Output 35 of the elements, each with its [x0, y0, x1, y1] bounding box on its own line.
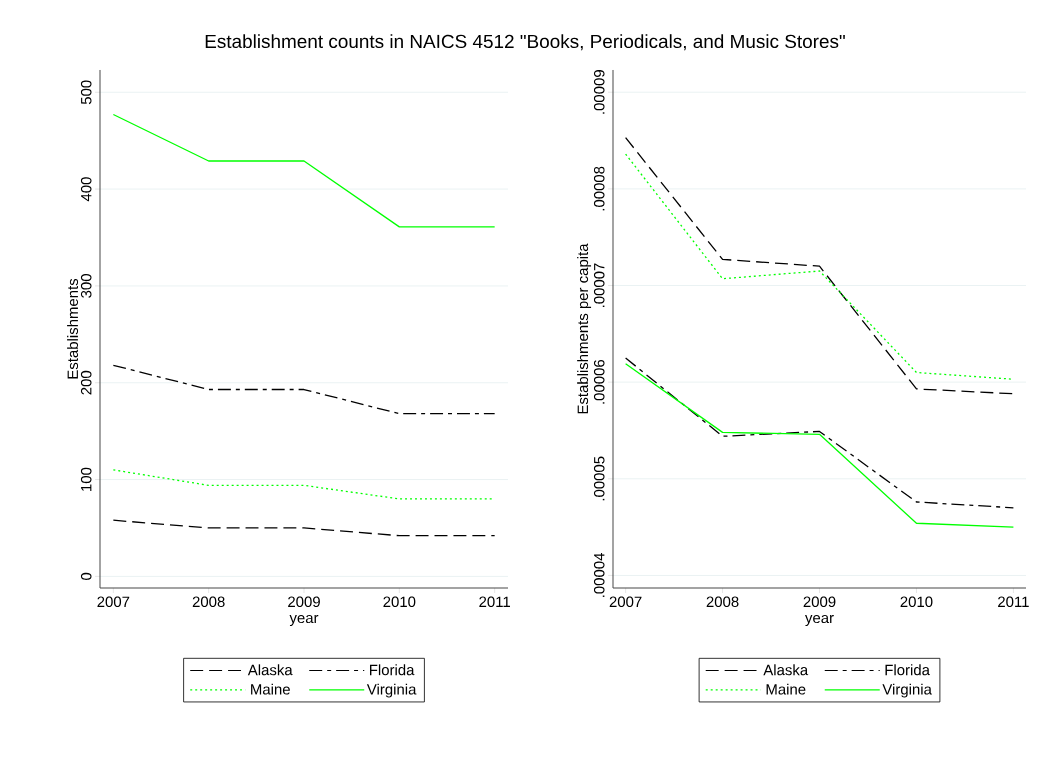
- chart-title: Establishment counts in NAICS 4512 "Books, Periodicals, and Music Stores": [205, 34, 845, 51]
- y-axis-title: Establishments: [67, 278, 79, 379]
- y-tick-label: 400: [80, 177, 92, 202]
- x-tick-label: 2008: [706, 596, 739, 608]
- y-tick-label: 200: [80, 370, 92, 395]
- y-tick-label: .00009: [593, 70, 605, 114]
- legend-label: Virginia: [366, 683, 417, 698]
- x-tick-label: 2007: [97, 596, 130, 608]
- y-axis-title: Establishments per capita: [577, 243, 592, 414]
- x-tick-label: 2009: [803, 596, 836, 608]
- x-tick-label: 2008: [192, 596, 225, 608]
- legend-label: Florida: [370, 664, 415, 676]
- y-tick-label: .00005: [593, 456, 605, 501]
- legend-label: Maine: [766, 683, 806, 695]
- y-tick-label: 300: [80, 274, 92, 298]
- legend-label: Virginia: [882, 683, 932, 698]
- x-tick-label: 2007: [609, 596, 642, 608]
- y-tick-label: .00008: [593, 166, 605, 211]
- y-tick-label: .00007: [593, 263, 605, 307]
- y-tick-label: 500: [80, 80, 92, 105]
- legend-label: Alaska: [247, 664, 293, 676]
- y-tick-label: 100: [80, 467, 92, 491]
- y-tick-label: .00004: [593, 553, 605, 597]
- legend-label: Alaska: [763, 664, 809, 676]
- x-axis-title: year: [805, 614, 834, 627]
- legend-label: Florida: [885, 664, 930, 676]
- x-tick-label: 2011: [479, 596, 510, 608]
- x-tick-label: 2010: [900, 596, 933, 608]
- y-tick-label: 0: [80, 572, 92, 580]
- x-axis-title: year: [289, 614, 319, 627]
- y-tick-label: .00006: [593, 359, 605, 404]
- x-tick-label: 2011: [998, 596, 1029, 608]
- x-tick-label: 2009: [288, 596, 320, 608]
- legend-label: Maine: [251, 683, 290, 695]
- x-tick-label: 2010: [383, 596, 416, 608]
